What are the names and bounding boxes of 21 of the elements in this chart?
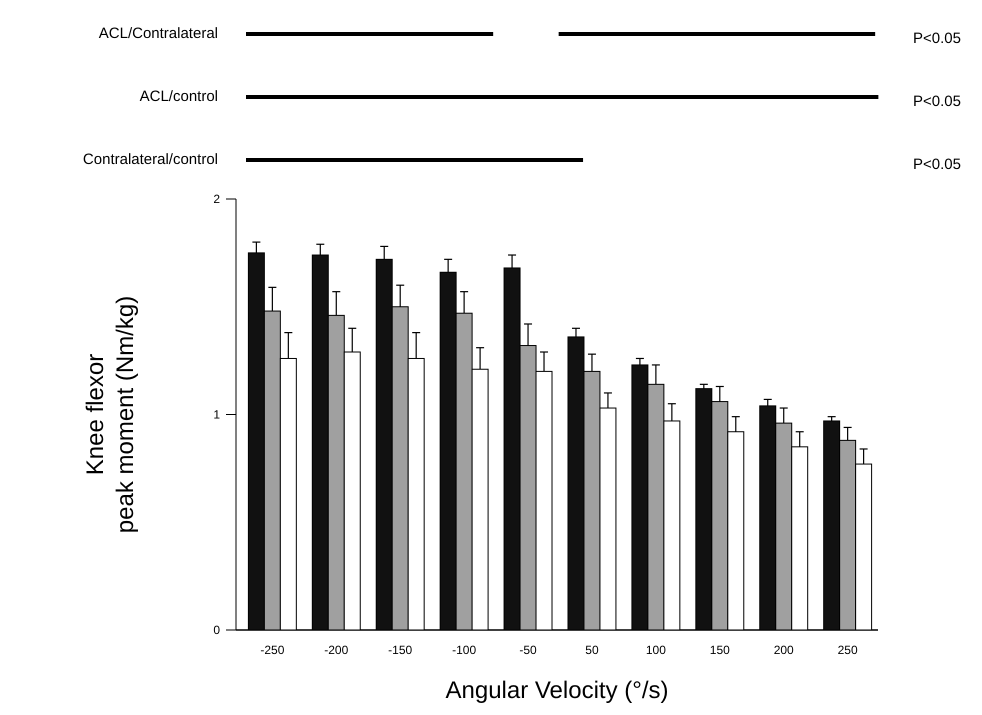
text: ACL/Contralateral — [98, 25, 218, 42]
text: Contralateral/control — [82, 151, 218, 168]
x-tick-label: -250 — [260, 643, 285, 657]
text: ACL/control — [140, 88, 218, 105]
y-axis-title: Knee flexor peak moment (Nm/kg) — [82, 296, 139, 534]
y-tick-label: 1 — [213, 408, 220, 422]
x-tick-label: 100 — [646, 643, 666, 657]
y-tick-label: 0 — [213, 623, 220, 637]
x-tick-label: 50 — [585, 643, 599, 657]
x-tick-label: -100 — [452, 643, 476, 657]
x-axis-title: Angular Velocity (°/s) — [445, 677, 669, 704]
x-tick-label: 150 — [710, 643, 730, 657]
x-tick-label: 250 — [838, 643, 858, 657]
text: P<0.05 — [913, 93, 961, 110]
text: P<0.05 — [913, 30, 961, 47]
x-tick-label: -50 — [519, 643, 538, 657]
text: P<0.05 — [913, 156, 961, 173]
x-tick-label: 200 — [774, 643, 794, 657]
y-tick-label: 2 — [213, 192, 220, 206]
x-tick-label: -150 — [388, 643, 413, 657]
x-tick-label: -200 — [324, 643, 349, 657]
